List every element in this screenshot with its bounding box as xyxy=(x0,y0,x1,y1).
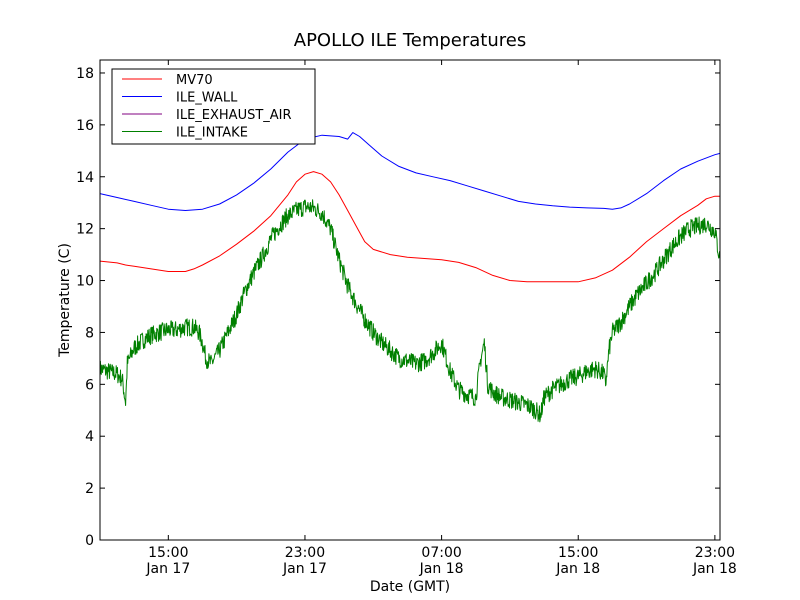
y-tick-label: 18 xyxy=(76,66,94,82)
series-line-ile-intake xyxy=(99,199,721,423)
x-tick-date-label: Jan 18 xyxy=(419,561,464,577)
y-tick-label: 0 xyxy=(85,533,94,549)
y-tick-label: 14 xyxy=(76,170,94,186)
legend-label: MV70 xyxy=(176,73,213,88)
y-axis-label: Temperature (C) xyxy=(57,243,73,358)
x-tick-date-label: Jan 18 xyxy=(692,561,737,577)
y-tick-label: 16 xyxy=(76,118,94,134)
x-tick-time-label: 23:00 xyxy=(285,545,325,561)
x-tick-date-label: Jan 18 xyxy=(555,561,600,577)
y-axis: 0 2 4 6 8 10 12 14 16 18 xyxy=(76,66,720,549)
legend: MV70 ILE_WALL ILE_EXHAUST_AIR ILE_INTAKE xyxy=(111,68,316,145)
y-tick-label: 4 xyxy=(85,429,94,445)
y-tick-label: 8 xyxy=(85,325,94,341)
y-tick-label: 2 xyxy=(85,481,94,497)
x-tick-time-label: 15:00 xyxy=(148,545,188,561)
legend-label: ILE_EXHAUST_AIR xyxy=(176,108,292,123)
chart-title: APOLLO ILE Temperatures xyxy=(294,30,526,51)
x-tick-time-label: 07:00 xyxy=(421,545,461,561)
x-axis-label: Date (GMT) xyxy=(370,579,450,595)
legend-label: ILE_WALL xyxy=(176,91,238,106)
series-line-ile-wall xyxy=(99,132,721,211)
x-tick-time-label: 15:00 xyxy=(558,545,598,561)
series-line-mv70 xyxy=(99,171,720,283)
x-tick-date-label: Jan 17 xyxy=(282,561,327,577)
series-group xyxy=(99,132,721,423)
plot-frame xyxy=(99,59,721,541)
y-tick-label: 6 xyxy=(85,377,94,393)
y-tick-label: 10 xyxy=(76,274,94,290)
y-tick-label: 12 xyxy=(76,222,94,238)
legend-label: ILE_INTAKE xyxy=(176,126,248,141)
x-tick-time-label: 23:00 xyxy=(695,545,735,561)
x-tick-date-label: Jan 17 xyxy=(145,561,190,577)
